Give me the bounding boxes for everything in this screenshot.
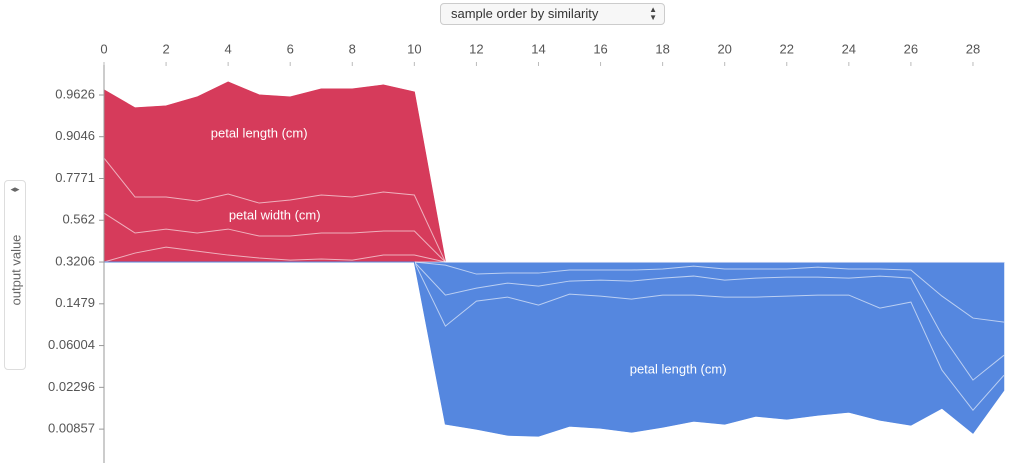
y-tick-label: 0.9626 xyxy=(55,86,95,101)
y-tick-label: 0.02296 xyxy=(48,379,95,394)
y-tick-label: 0.3206 xyxy=(55,253,95,268)
x-tick-label: 20 xyxy=(717,41,731,56)
y-tick-label: 0.9046 xyxy=(55,128,95,143)
y-tick-label: 0.06004 xyxy=(48,337,95,352)
x-tick-label: 12 xyxy=(469,41,483,56)
x-tick-label: 6 xyxy=(287,41,294,56)
x-tick-label: 8 xyxy=(349,41,356,56)
x-tick-label: 4 xyxy=(225,41,232,56)
y-tick-label: 0.00857 xyxy=(48,421,95,436)
y-tick-label: 0.562 xyxy=(62,212,95,227)
select-arrows: ▲ ▼ xyxy=(649,5,657,22)
x-tick-label: 28 xyxy=(966,41,980,56)
x-tick-label: 14 xyxy=(531,41,545,56)
x-tick-label: 10 xyxy=(407,41,421,56)
band-label: petal width (cm) xyxy=(229,207,321,222)
x-tick-label: 22 xyxy=(780,41,794,56)
x-tick-label: 0 xyxy=(100,41,107,56)
x-tick-label: 2 xyxy=(162,41,169,56)
x-tick-label: 26 xyxy=(904,41,918,56)
x-tick-label: 16 xyxy=(593,41,607,56)
band-label: petal length (cm) xyxy=(211,125,308,140)
order-select[interactable]: sample order by similarity ▲ ▼ xyxy=(440,3,665,25)
x-tick-label: 18 xyxy=(655,41,669,56)
y-tick-label: 0.7771 xyxy=(55,170,95,185)
select-text: sample order by similarity xyxy=(451,6,599,21)
boundary-line xyxy=(104,261,1005,437)
y-axis-control[interactable]: ◂▸ xyxy=(4,180,26,370)
x-tick-label: 24 xyxy=(842,41,856,56)
axis-toggle-icon: ◂▸ xyxy=(10,184,20,194)
y-tick-label: 0.1479 xyxy=(55,295,95,310)
band-label: petal length (cm) xyxy=(630,362,727,377)
